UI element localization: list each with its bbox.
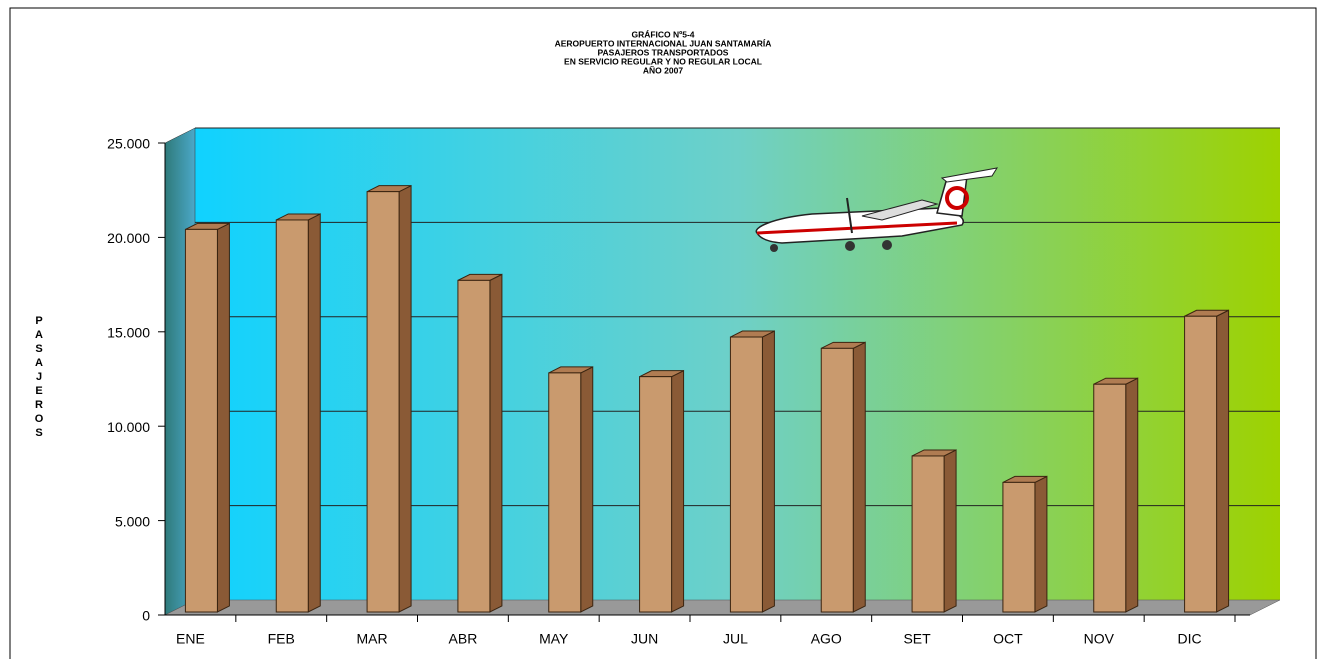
bar — [184, 228, 218, 613]
chart-title: AEROPUERTO INTERNACIONAL JUAN SANTAMARÍA — [555, 38, 772, 48]
x-tick-label: JUL — [723, 631, 748, 647]
y-tick-label: 10.000 — [107, 419, 150, 435]
bar-side — [1034, 475, 1048, 613]
bar-side — [307, 213, 321, 613]
bar — [1184, 315, 1218, 613]
x-tick-label: SET — [903, 631, 931, 647]
x-tick-label: ABR — [449, 631, 478, 647]
bar-side — [398, 184, 412, 613]
bar-side — [852, 341, 866, 613]
y-tick-label: 25.000 — [107, 136, 150, 152]
y-tick-label: 20.000 — [107, 230, 150, 246]
chart-title: AÑO 2007 — [643, 65, 683, 75]
bar-side — [943, 449, 957, 613]
bar-side — [761, 330, 775, 613]
y-tick-label: 15.000 — [107, 325, 150, 341]
bar — [457, 279, 491, 613]
bar — [366, 191, 400, 613]
x-tick-label: FEB — [268, 631, 295, 647]
x-tick-label: MAR — [357, 631, 388, 647]
bar — [911, 455, 945, 613]
bar — [820, 347, 854, 613]
bar-side — [1125, 377, 1139, 613]
bar — [639, 376, 673, 613]
bar — [275, 219, 309, 613]
y-tick-label: 5.000 — [115, 513, 150, 529]
bar-side — [671, 369, 685, 613]
bar-side — [489, 273, 503, 613]
bar-side — [580, 366, 594, 613]
x-tick-label: MAY — [539, 631, 569, 647]
chart-title: EN SERVICIO REGULAR Y NO REGULAR LOCAL — [564, 56, 762, 66]
airplane — [755, 167, 999, 252]
chart-title: PASAJEROS TRANSPORTADOS — [598, 47, 729, 57]
x-tick-label: NOV — [1084, 631, 1115, 647]
bar-side — [216, 222, 230, 613]
x-tick-label: OCT — [993, 631, 1023, 647]
x-tick-label: DIC — [1178, 631, 1202, 647]
x-tick-label: ENE — [176, 631, 205, 647]
bar — [729, 336, 763, 613]
x-tick-label: AGO — [811, 631, 842, 647]
bar — [1093, 383, 1127, 613]
plot-area: 0 5.000 10.000 15.000 20.000 25.000 ENE FEB MAR A… — [107, 127, 1280, 647]
bar — [1002, 481, 1036, 613]
y-tick-label: 0 — [142, 608, 150, 624]
bar-side — [1216, 309, 1230, 613]
bar — [548, 372, 582, 613]
y-axis-label: PASAJEROS — [33, 315, 45, 441]
chart-title: GRÁFICO Nº5-4 — [631, 29, 694, 39]
x-tick-label: JUN — [631, 631, 658, 647]
